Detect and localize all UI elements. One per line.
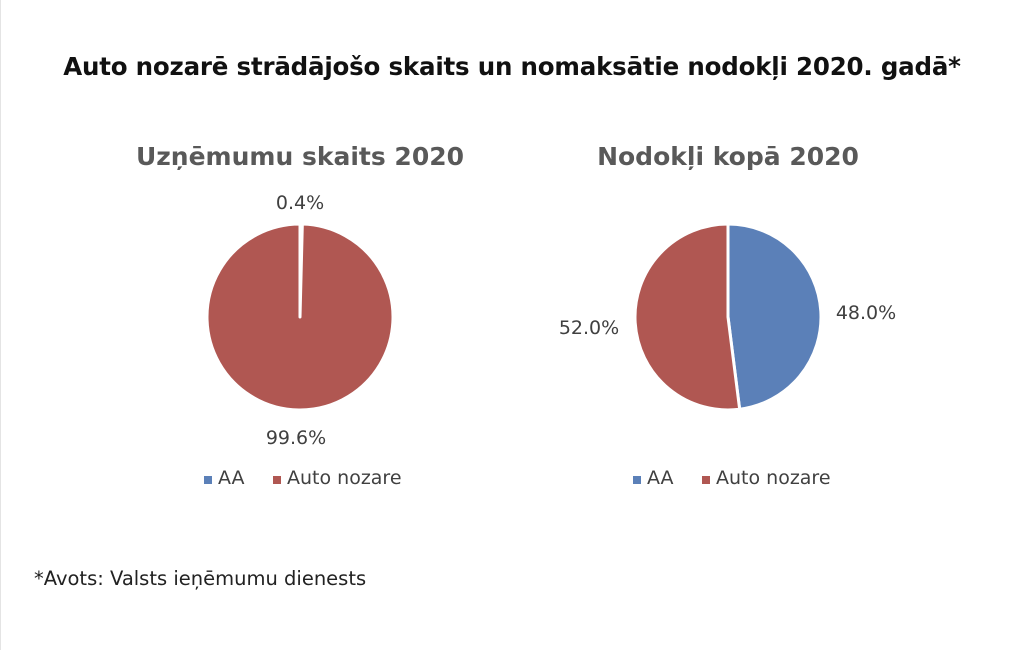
data-label: 52.0% xyxy=(559,317,619,339)
pie-slice-aa xyxy=(726,222,823,411)
legend-swatch xyxy=(702,476,710,484)
legend-label: Auto nozare xyxy=(716,467,831,489)
pie-slice-auto-nozare xyxy=(205,222,395,412)
legend-swatch xyxy=(633,476,641,484)
pie-slice-auto-nozare xyxy=(633,222,742,412)
chart-title: Nodokļi kopā 2020 xyxy=(597,142,859,171)
data-label: 48.0% xyxy=(836,302,896,324)
legend-swatch xyxy=(273,476,281,484)
source-footnote: *Avots: Valsts ieņēmumu dienests xyxy=(34,567,367,590)
legend-label: Auto nozare xyxy=(287,467,402,489)
legend-label: AA xyxy=(218,467,245,489)
legend-swatch xyxy=(204,476,212,484)
data-label: 99.6% xyxy=(266,427,326,449)
page-title: Auto nozarē strādājošo skaits un nomaksā… xyxy=(63,52,961,81)
pie-chart-1: Uzņēmumu skaits 2020 0.4% 99.6% AA Auto noza… xyxy=(136,142,464,489)
chart-title: Uzņēmumu skaits 2020 xyxy=(136,142,464,171)
pie-chart-2: Nodokļi kopā 2020 48.0% 52.0% AA Auto nozare xyxy=(559,142,896,489)
left-border xyxy=(0,0,1,650)
legend-label: AA xyxy=(647,467,674,489)
data-label: 0.4% xyxy=(276,192,324,214)
